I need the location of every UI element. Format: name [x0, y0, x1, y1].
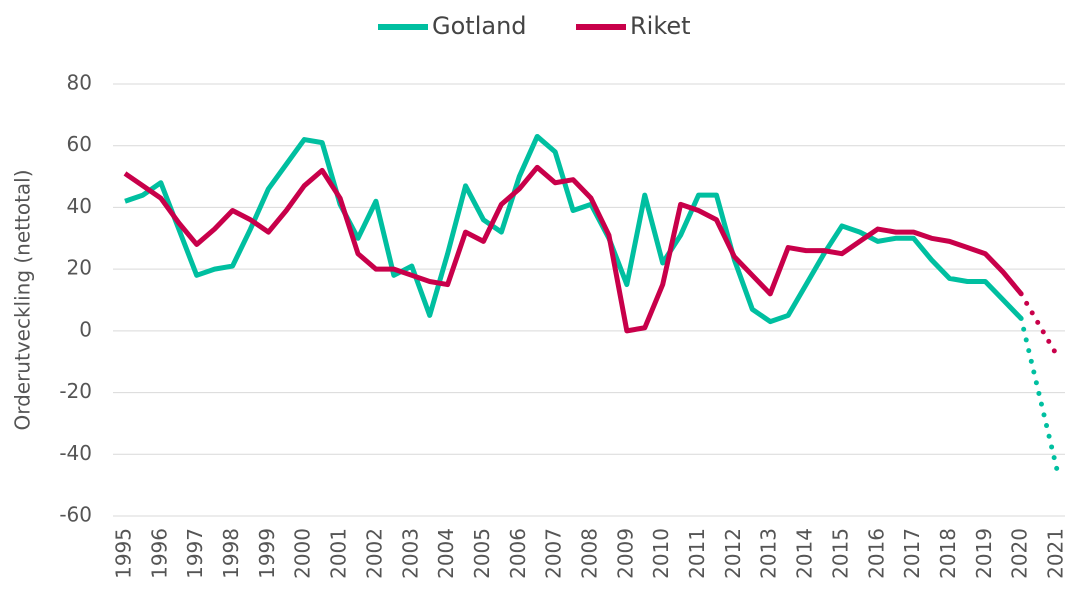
x-tick-label: 2021 — [1044, 528, 1067, 579]
x-tick-label: 2018 — [936, 528, 960, 579]
x-tick-label: 2001 — [327, 528, 351, 579]
x-tick-label: 2005 — [470, 528, 494, 579]
x-tick-label: 2008 — [578, 528, 602, 579]
y-tick-label: -60 — [59, 503, 92, 527]
x-tick-label: 2009 — [613, 528, 637, 579]
x-tick-label: 1999 — [255, 528, 279, 579]
x-tick-label: 2017 — [900, 528, 924, 579]
y-tick-label: 60 — [67, 132, 92, 156]
x-tick-label: 2016 — [864, 528, 888, 579]
x-tick-label: 2004 — [434, 528, 458, 579]
y-axis-title: Orderutveckling (nettotal) — [11, 169, 35, 430]
x-tick-label: 2011 — [685, 528, 709, 579]
y-tick-label: 20 — [67, 256, 92, 280]
y-tick-label: 80 — [67, 71, 92, 95]
y-tick-label: 40 — [67, 194, 92, 218]
x-tick-label: 1998 — [219, 528, 243, 579]
x-tick-label: 2002 — [362, 528, 386, 579]
y-tick-label: 0 — [79, 317, 92, 341]
y-tick-label: -40 — [59, 441, 92, 465]
x-tick-label: 2003 — [398, 528, 422, 579]
x-tick-label: 1995 — [112, 528, 136, 579]
x-tick-label: 1997 — [183, 528, 207, 579]
forecast-line — [1021, 294, 1057, 356]
x-tick-label: 1996 — [147, 528, 171, 579]
x-tick-label: 2006 — [506, 528, 530, 579]
legend-label: Riket — [630, 12, 691, 40]
x-tick-label: 2000 — [291, 528, 315, 579]
x-tick-label: 2014 — [793, 528, 817, 579]
x-tick-label: 2012 — [721, 528, 745, 579]
x-tick-label: 2010 — [649, 528, 673, 579]
x-tick-label: 2015 — [828, 528, 852, 579]
x-tick-label: 2019 — [972, 528, 996, 579]
series-line — [125, 167, 1021, 331]
x-tick-label: 2020 — [1008, 528, 1032, 579]
x-tick-label: 2013 — [757, 528, 781, 579]
x-tick-label: 2007 — [542, 528, 566, 579]
forecast-line — [1021, 319, 1057, 470]
legend-label: Gotland — [432, 12, 527, 40]
y-tick-label: -20 — [59, 379, 92, 403]
